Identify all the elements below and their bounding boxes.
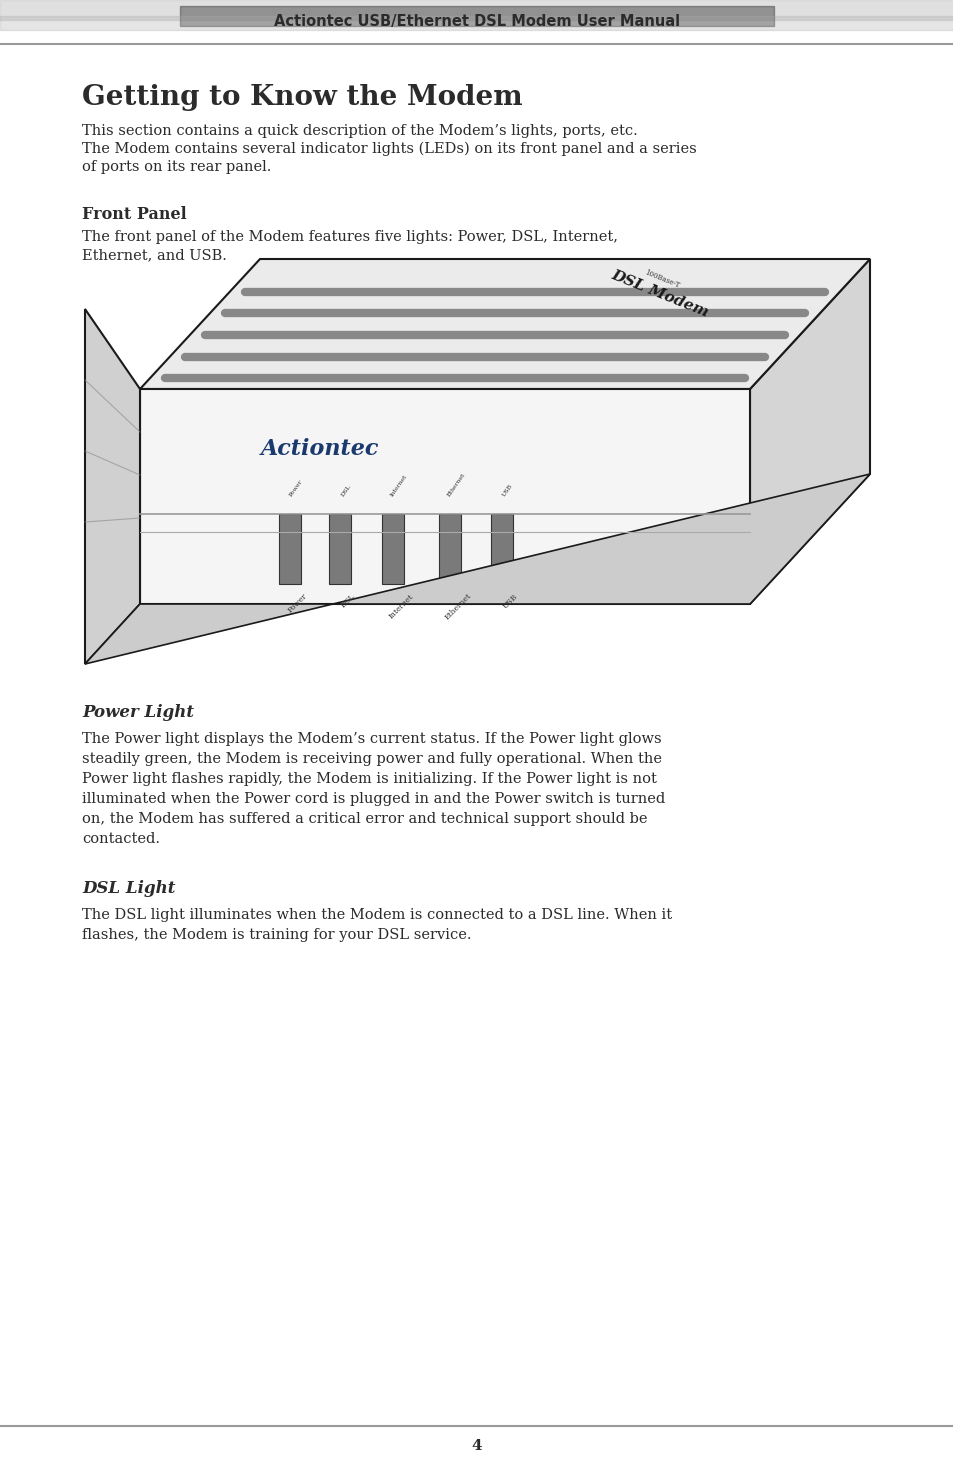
Text: of ports on its rear panel.: of ports on its rear panel. xyxy=(82,161,271,174)
Polygon shape xyxy=(438,514,460,584)
Polygon shape xyxy=(278,514,301,584)
Text: Internet: Internet xyxy=(387,593,415,621)
Text: Ethernet, and USB.: Ethernet, and USB. xyxy=(82,248,227,262)
Polygon shape xyxy=(140,259,869,389)
Text: on, the Modem has suffered a critical error and technical support should be: on, the Modem has suffered a critical er… xyxy=(82,812,647,825)
Text: Power: Power xyxy=(287,593,309,615)
Text: flashes, the Modem is training for your DSL service.: flashes, the Modem is training for your … xyxy=(82,929,471,942)
Text: 100Base-T: 100Base-T xyxy=(642,268,680,290)
Text: Front Panel: Front Panel xyxy=(82,206,187,223)
Text: Ethernet: Ethernet xyxy=(446,473,465,498)
Polygon shape xyxy=(381,514,403,584)
Text: Power light flashes rapidly, the Modem is initializing. If the Power light is no: Power light flashes rapidly, the Modem i… xyxy=(82,772,657,786)
Polygon shape xyxy=(749,259,869,604)
Text: 4: 4 xyxy=(471,1439,482,1453)
Text: steadily green, the Modem is receiving power and fully operational. When the: steadily green, the Modem is receiving p… xyxy=(82,752,661,766)
Text: The front panel of the Modem features five lights: Power, DSL, Internet,: The front panel of the Modem features fi… xyxy=(82,230,618,245)
Polygon shape xyxy=(85,310,140,663)
Text: Internet: Internet xyxy=(389,475,408,498)
Text: Actiontec: Actiontec xyxy=(260,438,378,460)
Text: contacted.: contacted. xyxy=(82,831,160,846)
Text: Power: Power xyxy=(288,479,303,498)
Text: DSL: DSL xyxy=(339,593,356,609)
Text: Ethernet: Ethernet xyxy=(443,593,473,622)
Text: The DSL light illuminates when the Modem is connected to a DSL line. When it: The DSL light illuminates when the Modem… xyxy=(82,908,672,923)
Polygon shape xyxy=(329,514,351,584)
Text: Getting to Know the Modem: Getting to Know the Modem xyxy=(82,84,522,111)
Text: DSL Light: DSL Light xyxy=(82,880,175,898)
Text: Power Light: Power Light xyxy=(82,705,193,721)
Text: DSL Modem: DSL Modem xyxy=(609,268,710,320)
Text: illuminated when the Power cord is plugged in and the Power switch is turned: illuminated when the Power cord is plugg… xyxy=(82,792,664,806)
Polygon shape xyxy=(85,475,869,663)
Text: USB: USB xyxy=(500,593,518,610)
Polygon shape xyxy=(140,389,749,604)
Text: USB: USB xyxy=(501,483,514,498)
Text: DSL: DSL xyxy=(339,483,352,498)
Text: The Power light displays the Modem’s current status. If the Power light glows: The Power light displays the Modem’s cur… xyxy=(82,733,661,746)
Text: This section contains a quick description of the Modem’s lights, ports, etc.: This section contains a quick descriptio… xyxy=(82,124,638,139)
Text: The Modem contains several indicator lights (LEDs) on its front panel and a seri: The Modem contains several indicator lig… xyxy=(82,142,696,156)
Polygon shape xyxy=(491,514,513,584)
Text: Actiontec USB/Ethernet DSL Modem User Manual: Actiontec USB/Ethernet DSL Modem User Ma… xyxy=(274,13,679,28)
